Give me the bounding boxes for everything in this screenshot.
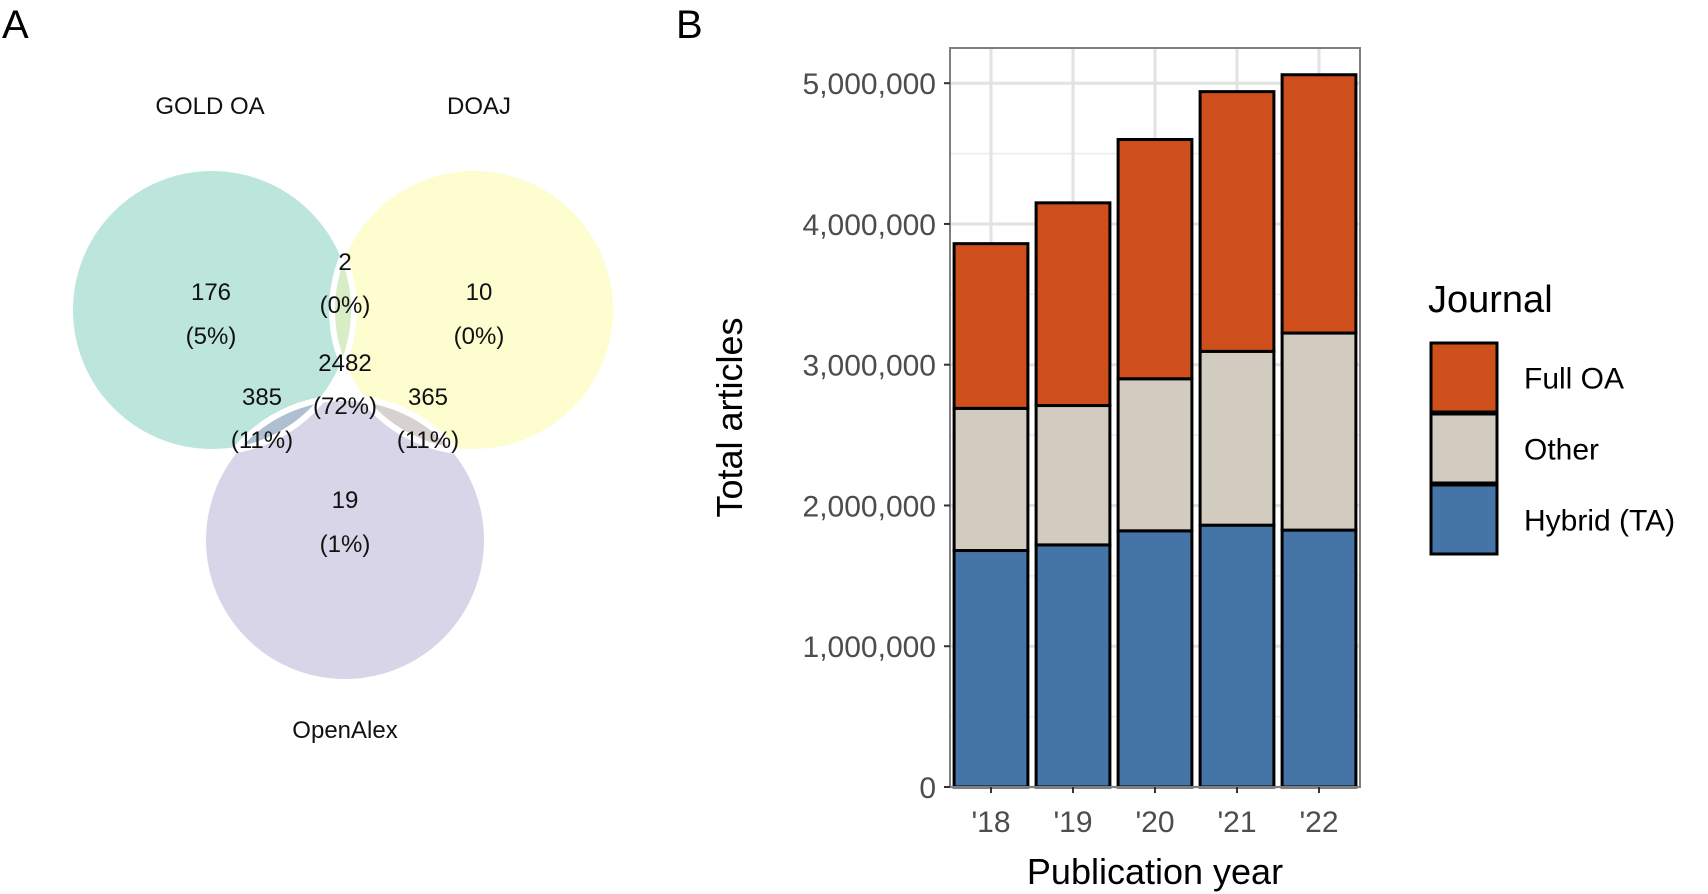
venn-circle-gold-oa xyxy=(70,168,354,452)
legend-swatch xyxy=(1429,412,1499,485)
venn-set-label: DOAJ xyxy=(447,93,511,120)
venn-region-count: 10 xyxy=(466,279,493,306)
legend-label: Full OA xyxy=(1524,363,1624,396)
y-tick-label: 3,000,000 xyxy=(803,350,936,383)
x-tick-label: '18 xyxy=(971,806,1010,839)
bar-hybrid-ta-0 xyxy=(952,549,1030,789)
y-tick-label: 5,000,000 xyxy=(803,68,936,101)
venn-region-percent: (1%) xyxy=(320,531,371,558)
panel-letter-b: B xyxy=(676,3,703,47)
bar-hybrid-ta-1 xyxy=(1034,543,1112,789)
y-tick-label: 2,000,000 xyxy=(803,490,936,523)
legend-swatch xyxy=(1429,341,1499,414)
bar-group xyxy=(952,73,1358,789)
venn-set-label: GOLD OA xyxy=(155,93,264,120)
legend: Journal Full OA Other Hybrid (TA) xyxy=(1428,279,1675,556)
venn-set-label: OpenAlex xyxy=(292,717,397,744)
bar-full-oa-4 xyxy=(1280,73,1358,335)
bar-full-oa-3 xyxy=(1198,90,1276,353)
venn-border-gold-oa xyxy=(67,165,357,455)
bar-hybrid-ta-3 xyxy=(1198,523,1276,789)
legend-swatch xyxy=(1429,483,1499,556)
venn-region-percent: (5%) xyxy=(186,323,237,350)
venn-circle-openalex xyxy=(203,398,487,682)
legend-label: Hybrid (TA) xyxy=(1524,505,1675,538)
y-axis: 0 1,000,000 2,000,000 3,000,000 4,000,000 5,0… xyxy=(803,68,950,805)
bar-other-2 xyxy=(1116,377,1194,533)
venn-region-count: 2 xyxy=(338,249,351,276)
x-tick-label: '19 xyxy=(1053,806,1092,839)
venn-region-percent: (72%) xyxy=(313,393,377,420)
bar-other-3 xyxy=(1198,349,1276,527)
y-tick-label: 0 xyxy=(919,772,936,805)
panel-letter-a: A xyxy=(2,3,29,47)
x-tick-label: '20 xyxy=(1135,806,1174,839)
venn-region-count: 2482 xyxy=(318,350,371,377)
bar-hybrid-ta-2 xyxy=(1116,529,1194,789)
venn-region-count: 176 xyxy=(191,279,231,306)
bar-hybrid-ta-4 xyxy=(1280,528,1358,789)
x-axis: '18 '19 '20 '21 '22 xyxy=(971,787,1339,839)
venn-region-percent: (11%) xyxy=(397,427,459,454)
bar-other-1 xyxy=(1034,404,1112,547)
venn-region-count: 19 xyxy=(332,487,359,514)
venn-border-doaj xyxy=(329,165,619,455)
venn-circle-doaj xyxy=(332,168,616,452)
stacked-bar-chart: 0 1,000,000 2,000,000 3,000,000 4,000,000 5,0… xyxy=(709,47,1675,892)
x-tick-label: '21 xyxy=(1217,806,1256,839)
bar-other-4 xyxy=(1280,331,1358,532)
x-axis-title: Publication year xyxy=(1027,851,1283,892)
venn-region-percent: (0%) xyxy=(454,323,505,350)
y-tick-label: 1,000,000 xyxy=(803,631,936,664)
legend-title: Journal xyxy=(1428,279,1553,321)
bar-full-oa-1 xyxy=(1034,201,1112,408)
venn-region-count: 365 xyxy=(408,384,448,411)
legend-label: Other xyxy=(1524,434,1599,467)
venn-diagram: GOLD OA DOAJ OpenAlex 176 (5%) 2 (0%) 10… xyxy=(67,93,619,744)
bar-full-oa-2 xyxy=(1116,137,1194,381)
x-tick-label: '22 xyxy=(1299,806,1338,839)
venn-border-openalex xyxy=(200,395,490,685)
y-tick-label: 4,000,000 xyxy=(803,209,936,242)
bar-full-oa-0 xyxy=(952,242,1030,410)
venn-region-count: 385 xyxy=(242,384,282,411)
venn-region-percent: (0%) xyxy=(320,292,371,319)
bar-other-0 xyxy=(952,406,1030,553)
venn-region-percent: (11%) xyxy=(231,427,293,454)
y-axis-title: Total articles xyxy=(709,317,750,517)
